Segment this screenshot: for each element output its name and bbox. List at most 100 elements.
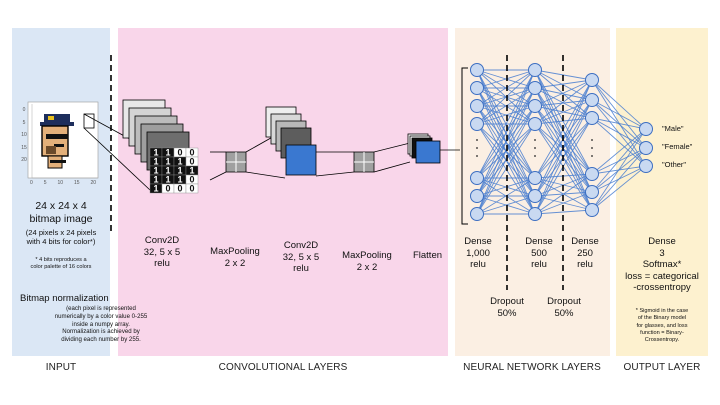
network-edge: [534, 79, 593, 125]
dense3-units: 250: [577, 247, 593, 259]
matrix-value: 0: [165, 184, 170, 194]
input-detail-line: (24 pixels x 24 pixels: [25, 228, 97, 237]
axis-y-tick: 5: [22, 119, 26, 126]
pool1-size: 2 x 2: [224, 257, 246, 269]
matrix-value: 0: [177, 184, 182, 194]
dense1-type: Dense: [464, 236, 492, 247]
input-note-line: color palette of 16 colors: [30, 264, 92, 271]
matrix-value: 1: [189, 166, 194, 176]
dropout1-rate: 50%: [497, 307, 517, 319]
dropout1-label: Dropout 50%: [483, 296, 531, 319]
output-node: [639, 122, 653, 136]
dense1-node: [470, 117, 484, 131]
dense3-node: [585, 93, 599, 107]
normalization-title: Bitmap normalization: [20, 293, 109, 304]
axis-x-tick: 20: [90, 180, 96, 186]
conv2-activation: relu: [293, 263, 309, 275]
network-edge: [476, 177, 536, 215]
pool2-type: MaxPooling: [342, 250, 392, 261]
output-type: Dense: [648, 236, 676, 247]
network-edge: [591, 79, 647, 167]
conv1-type: Conv2D: [144, 235, 180, 246]
ellipsis-dot: [476, 147, 478, 149]
matrix-value: 1: [177, 175, 182, 185]
input-title: 24 x 24 x 4 bitmap image: [12, 200, 110, 226]
network-edge: [534, 209, 593, 215]
matrix-value: 1: [153, 166, 158, 176]
binary-matrix: 1 1 0 01 1 1 01 1 1 11 1 1 01 0 0 0: [149, 148, 199, 194]
network-edge: [534, 69, 593, 175]
network-edge: [534, 87, 593, 101]
axis-y-tick: 15: [21, 144, 27, 151]
input-note: * 4 bits reproduces a color palette of 1…: [12, 257, 110, 272]
network-edge: [591, 128, 647, 193]
network-edge: [534, 79, 593, 89]
ellipsis-dot: [476, 139, 478, 141]
network-edge: [476, 69, 536, 125]
matrix-value: 1: [165, 157, 170, 167]
output-node: [639, 141, 653, 155]
matrix-value: 1: [153, 157, 158, 167]
output-node: [639, 159, 653, 173]
matrix-value: 1: [165, 148, 170, 158]
input-title-line: bitmap image: [29, 212, 93, 225]
ellipsis-dot: [591, 147, 593, 149]
output-note-line: of the Binary model: [637, 315, 687, 322]
output-layer-label: Dense 3 Softmax* loss = categorical -cro…: [616, 236, 708, 294]
network-edge: [476, 69, 536, 197]
pool1-label: MaxPooling 2 x 2: [205, 246, 265, 269]
section-label-output: OUTPUT LAYER: [623, 362, 701, 373]
network-edge: [476, 69, 536, 107]
input-panel: [12, 28, 110, 356]
ellipsis-dot: [591, 155, 593, 157]
network-edge: [476, 69, 536, 89]
ellipsis-dot: [591, 139, 593, 141]
dense2-node: [528, 189, 542, 203]
matrix-value: 0: [189, 148, 194, 158]
normalization-line: Normalization is achieved by: [62, 328, 140, 336]
network-edge: [591, 147, 647, 211]
section-label-input: INPUT: [45, 362, 77, 373]
dense1-label: Dense 1,000 relu: [458, 236, 498, 271]
network-edges: [476, 69, 647, 215]
dense3-node: [585, 203, 599, 217]
normalization-line: (each pixel is represented: [66, 305, 136, 312]
dense2-node: [528, 207, 542, 221]
dense2-node: [528, 99, 542, 113]
dense1-node: [470, 81, 484, 95]
axis-x-tick: 10: [57, 180, 63, 186]
input-detail-line: with 4 bits for color*): [26, 237, 96, 247]
matrix-value: 1: [153, 148, 158, 158]
pool1-grid: [225, 151, 247, 173]
dense3-type: Dense: [571, 236, 599, 247]
network-nodes: [470, 63, 653, 221]
pool2-label: MaxPooling 2 x 2: [337, 250, 397, 273]
network-edge: [591, 128, 647, 175]
axis-tick-labels: 0 5 10 15 20: [18, 104, 30, 167]
conv1-label: Conv2D 32, 5 x 5 relu: [137, 235, 187, 270]
dense3-node: [585, 185, 599, 199]
pool1-type: MaxPooling: [210, 246, 260, 257]
dropout2-rate: 50%: [554, 307, 574, 319]
dense2-node: [528, 117, 542, 131]
axis-x-tick: 5: [43, 180, 47, 186]
dense1-activation: relu: [470, 259, 486, 271]
dense2-node: [528, 171, 542, 185]
network-edge: [591, 117, 647, 130]
dense1-node: [470, 99, 484, 113]
network-edge: [534, 99, 593, 107]
dense1-node: [470, 189, 484, 203]
matrix-cell: [185, 183, 199, 194]
axis-y-tick: 10: [21, 132, 27, 138]
network-edge: [476, 105, 536, 215]
axis-x-tick: 15: [73, 180, 80, 186]
axis-y-tick: 0: [22, 107, 26, 113]
network-edge: [534, 173, 593, 215]
network-edge: [591, 117, 647, 167]
conv2-feature-stack: [265, 106, 317, 176]
conv1-filters: 32, 5 x 5: [143, 246, 181, 258]
dense2-node: [528, 81, 542, 95]
input-note-line: * 4 bits reproduces a: [35, 257, 87, 263]
output-class-label: "Male": [662, 124, 684, 133]
ellipsis-dot: [534, 139, 536, 141]
